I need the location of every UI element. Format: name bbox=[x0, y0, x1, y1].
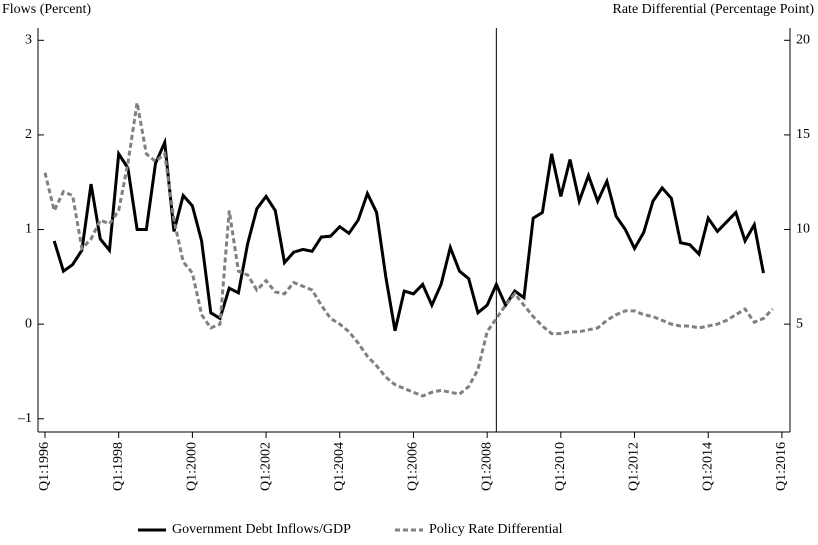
x-tick-label: Q1:2006 bbox=[406, 442, 421, 491]
series-line bbox=[52, 136, 765, 332]
y-tick-label: 2 bbox=[25, 127, 32, 142]
y-tick-label: –1 bbox=[17, 411, 32, 426]
x-tick-label: Q1:1996 bbox=[37, 442, 52, 491]
y2-axis-label: Rate Differential (Percentage Point) bbox=[613, 2, 815, 17]
x-tick-label: Q1:2012 bbox=[627, 442, 642, 491]
series-line bbox=[43, 102, 774, 398]
x-tick-label: Q1:2000 bbox=[185, 442, 200, 491]
y-tick-label: 3 bbox=[25, 33, 32, 48]
y2-tick-label: 20 bbox=[796, 33, 810, 48]
x-tick-label: Q1:2002 bbox=[258, 442, 273, 491]
legend-label: Policy Rate Differential bbox=[429, 522, 563, 537]
x-tick-label: Q1:2014 bbox=[700, 442, 715, 491]
y-axis-label: Flows (Percent) bbox=[2, 2, 91, 17]
x-tick-label: Q1:1998 bbox=[111, 442, 126, 491]
y2-tick-label: 15 bbox=[796, 127, 810, 142]
x-tick-label: Q1:2008 bbox=[479, 442, 494, 491]
x-tick-label: Q1:2010 bbox=[553, 442, 568, 491]
y-tick-label: 1 bbox=[25, 222, 32, 237]
x-tick-label: Q1:2004 bbox=[332, 442, 347, 491]
y2-tick-label: 10 bbox=[796, 222, 810, 237]
y2-tick-label: 5 bbox=[796, 316, 803, 331]
legend-label: Government Debt Inflows/GDP bbox=[172, 522, 351, 537]
x-tick-label: Q1:2016 bbox=[774, 442, 789, 491]
y-tick-label: 0 bbox=[25, 316, 32, 331]
